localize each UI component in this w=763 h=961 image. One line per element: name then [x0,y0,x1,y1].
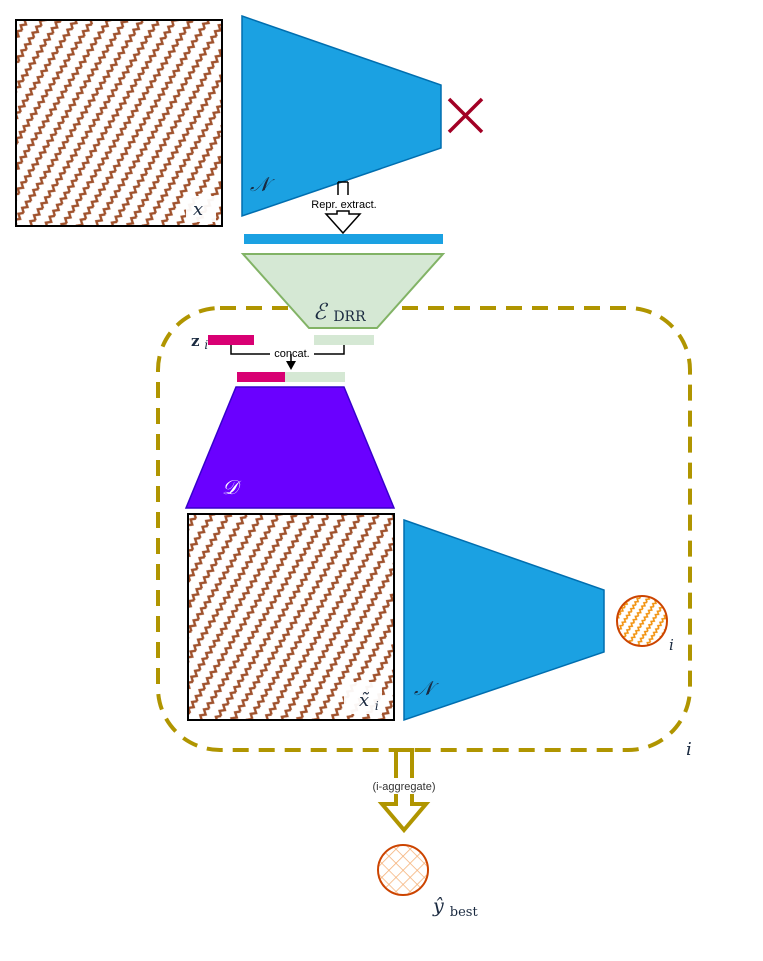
discard-cross-icon [447,97,484,134]
aggregate-label-bg [366,778,442,794]
encoded-vector [314,335,374,345]
x-tilde-symbol: x̃ [359,690,370,711]
y-best-subscript: best [450,905,479,920]
aggregate-label: (i-aggregate) [373,781,436,793]
x-tilde-label: x̃ i [359,690,379,713]
loop-i-label: i [686,739,692,760]
y-best-symbol: ŷ [432,895,444,917]
input-x-label-bg [186,196,216,222]
latent-z-vector [208,335,254,345]
z-i-subscript: i [204,338,208,352]
best-prediction-circle [377,844,429,896]
concat-vector-z [237,372,285,382]
x-tilde-subscript: i [375,699,379,713]
concat-label: concat. [274,348,309,360]
decoder-label: 𝒟 [222,475,242,499]
iteration-loop-box [156,306,692,752]
z-i-symbol: z [191,332,200,350]
concat-vector-enc [285,372,345,382]
encoder-subscript: DRR [333,309,366,325]
repr-extract-label: Repr. extract. [311,199,376,211]
prediction-i-subscript: i [669,636,674,654]
z-i-label: z i [191,332,208,352]
prediction-i-circle [616,595,668,647]
representation-bar [244,234,443,244]
x-tilde-label-bg [344,682,382,714]
repr-extract-arrow [306,181,382,235]
input-x-label: x [193,199,203,220]
network-top [241,14,442,218]
encoder-label: ℰ DRR [313,300,366,325]
encoder-drr [240,253,446,329]
encoder-symbol: ℰ [313,300,329,325]
concat-connector [230,345,345,370]
y-best-label: ŷ best [432,895,478,920]
network-bottom [403,518,605,722]
decoder [184,386,396,509]
input-image-x [15,19,223,227]
